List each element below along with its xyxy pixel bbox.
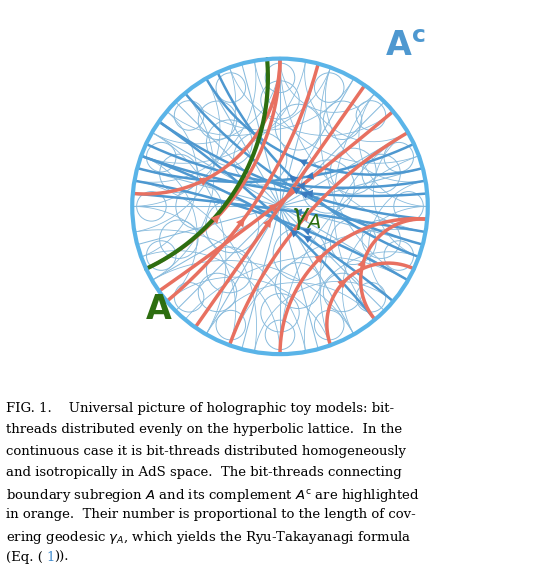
Text: and isotropically in AdS space.  The bit-threads connecting: and isotropically in AdS space. The bit-… — [6, 466, 402, 479]
Text: FIG. 1.    Universal picture of holographic toy models: bit-: FIG. 1. Universal picture of holographic… — [6, 402, 394, 415]
Text: in orange.  Their number is proportional to the length of cov-: in orange. Their number is proportional … — [6, 508, 416, 521]
Text: boundary subregion $A$ and its complement $A^{\rm c}$ are highlighted: boundary subregion $A$ and its complemen… — [6, 487, 419, 504]
Text: $\mathit{\gamma}_A$: $\mathit{\gamma}_A$ — [291, 205, 322, 232]
Text: )).: )). — [54, 550, 68, 564]
Text: (Eq. (: (Eq. ( — [6, 550, 43, 564]
Text: ering geodesic $\gamma_A$, which yields the Ryu-Takayanagi formula: ering geodesic $\gamma_A$, which yields … — [6, 529, 411, 546]
Text: $\mathbf{A}^{\mathbf{c}}$: $\mathbf{A}^{\mathbf{c}}$ — [385, 31, 426, 63]
Text: $\bf{A}$: $\bf{A}$ — [145, 293, 172, 327]
Text: continuous case it is bit-threads distributed homogeneously: continuous case it is bit-threads distri… — [6, 445, 405, 458]
Text: threads distributed evenly on the hyperbolic lattice.  In the: threads distributed evenly on the hyperb… — [6, 424, 402, 437]
Text: 1: 1 — [46, 550, 55, 564]
